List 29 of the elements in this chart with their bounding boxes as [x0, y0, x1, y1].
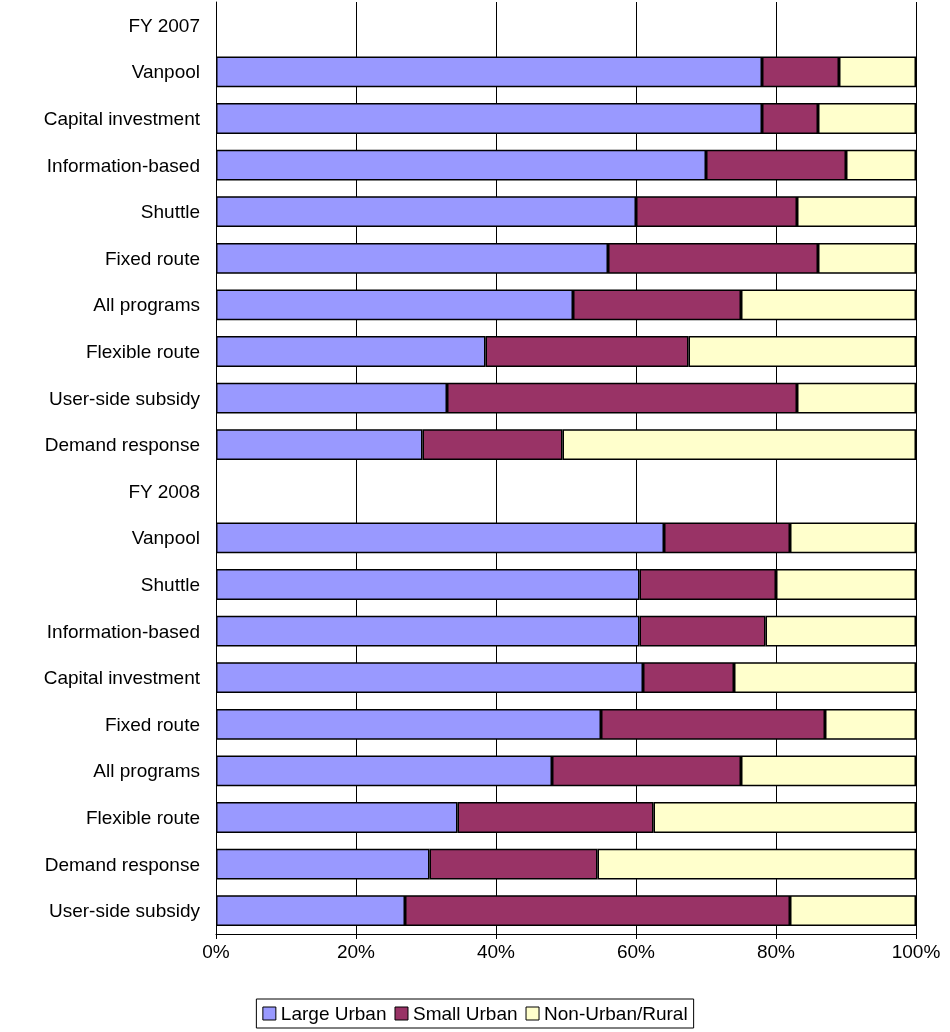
y-tick-label: User-side subsidy — [49, 900, 201, 922]
legend-label: Non-Urban/Rural — [544, 1003, 688, 1024]
x-tick-label: 0% — [202, 941, 230, 962]
y-tick-label: User-side subsidy — [49, 387, 201, 409]
y-tick-label: Fixed route — [104, 247, 200, 269]
x-tick-label: 20% — [336, 941, 376, 962]
y-tick-label: Vanpool — [131, 61, 200, 83]
y-tick-label: Capital investment — [43, 108, 201, 129]
x-tick-label: 40% — [476, 941, 516, 962]
legend-label: Large Urban — [280, 1003, 387, 1024]
y-tick-label: Demand response — [44, 853, 200, 875]
x-tick-label: 80% — [756, 941, 796, 962]
y-tick-label: Capital investment — [43, 667, 201, 689]
y-tick-label: Information-based — [46, 154, 200, 176]
y-tick-label: Flexible route — [85, 341, 200, 362]
y-tick-label: Vanpool — [131, 527, 200, 549]
y-tick-label: FY 2007 — [128, 14, 200, 36]
y-tick-label: Fixed route — [104, 713, 200, 735]
y-tick-label: All programs — [93, 294, 200, 316]
y-tick-label: FY 2008 — [128, 480, 200, 502]
y-tick-label: All programs — [93, 760, 200, 782]
y-tick-label: Shuttle — [140, 201, 200, 223]
x-tick-label: 60% — [616, 941, 656, 962]
legend-label: Small Urban — [412, 1003, 518, 1024]
y-tick-label: Flexible route — [85, 807, 200, 828]
x-tick-label: 100% — [891, 941, 941, 962]
y-tick-label: Information-based — [46, 620, 200, 642]
y-tick-label: Demand response — [44, 434, 200, 456]
y-tick-label: Shuttle — [140, 574, 200, 595]
